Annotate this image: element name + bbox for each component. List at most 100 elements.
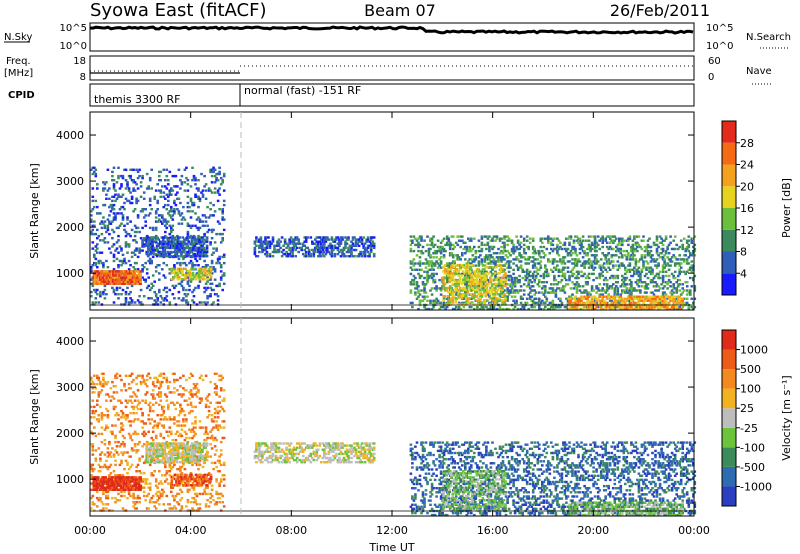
power-cell xyxy=(167,199,170,203)
power-cell xyxy=(601,287,604,290)
power-cell xyxy=(411,239,414,242)
power-cell xyxy=(320,246,323,250)
power-cell xyxy=(584,297,588,300)
power-cell xyxy=(104,270,108,273)
power-cell xyxy=(190,246,194,250)
power-cell xyxy=(449,297,453,300)
power-cell xyxy=(142,191,146,194)
power-cell xyxy=(672,305,675,309)
power-cell xyxy=(426,243,429,247)
power-cell xyxy=(595,301,598,305)
power-cell xyxy=(320,242,323,245)
power-cell xyxy=(675,262,678,265)
power-cell xyxy=(95,270,99,273)
power-cell xyxy=(222,172,226,176)
power-cell xyxy=(128,276,132,279)
power-cell xyxy=(198,240,201,243)
power-cell xyxy=(465,283,469,286)
power-cell xyxy=(351,255,355,258)
power-cell xyxy=(481,272,485,275)
power-cell xyxy=(139,303,143,306)
power-cell xyxy=(630,299,633,302)
power-cell xyxy=(191,290,194,294)
power-cell xyxy=(307,252,311,256)
power-cell xyxy=(96,243,99,246)
power-cell xyxy=(658,301,662,305)
power-cell xyxy=(458,280,462,283)
power-cell xyxy=(282,244,285,247)
power-cell xyxy=(193,238,197,241)
power-cell xyxy=(621,262,624,265)
power-cell xyxy=(222,274,226,277)
power-cell xyxy=(201,248,204,252)
power-cell xyxy=(193,252,197,256)
power-cell xyxy=(645,266,648,269)
power-cell xyxy=(130,276,133,279)
power-cell xyxy=(566,252,570,255)
power-cell xyxy=(499,290,503,294)
power-cell xyxy=(655,305,659,309)
power-cell xyxy=(630,268,633,271)
power-cell xyxy=(557,297,561,300)
power-cell xyxy=(642,262,645,265)
power-cell xyxy=(690,241,694,244)
velocity-cell xyxy=(108,395,111,398)
power-cell xyxy=(646,254,650,257)
power-cell xyxy=(499,286,503,290)
power-region-2 xyxy=(145,236,209,258)
power-cell xyxy=(96,288,99,292)
power-cell xyxy=(667,252,671,255)
power-cell xyxy=(616,247,620,251)
power-cell xyxy=(179,282,182,285)
power-cell xyxy=(628,307,632,311)
power-cell xyxy=(411,260,414,263)
power-cell xyxy=(183,255,186,258)
power-cell xyxy=(258,240,261,243)
power-cell xyxy=(445,262,449,265)
power-cell xyxy=(166,240,170,243)
power-cell xyxy=(170,271,174,275)
velocity-cell xyxy=(106,494,110,498)
power-cell xyxy=(411,301,414,305)
power-cell xyxy=(149,246,153,250)
power-cell xyxy=(640,256,644,259)
power-cell xyxy=(495,307,499,311)
power-cell xyxy=(445,241,449,244)
power-cell xyxy=(569,270,573,273)
power-cell xyxy=(533,301,536,305)
power-cell xyxy=(270,242,273,245)
power-cell xyxy=(666,287,669,290)
power-cell xyxy=(427,264,431,267)
power-cell xyxy=(121,193,125,196)
power-cell xyxy=(500,249,503,253)
power-cell xyxy=(607,266,610,269)
power-cell xyxy=(608,299,612,302)
power-cell xyxy=(669,264,672,267)
power-cell xyxy=(430,287,434,290)
power-cell xyxy=(171,246,174,250)
power-cell xyxy=(154,301,158,304)
power-cell xyxy=(583,264,586,267)
power-cell xyxy=(507,266,511,269)
power-cell xyxy=(661,266,665,269)
power-cell xyxy=(494,260,497,263)
power-cell xyxy=(553,258,556,261)
power-cell xyxy=(608,305,612,309)
power-cell xyxy=(142,237,146,240)
power-cell xyxy=(598,266,601,269)
power-cell xyxy=(575,270,579,273)
power-cell xyxy=(141,264,144,267)
power-cell xyxy=(681,305,684,309)
power-cell xyxy=(418,299,422,302)
power-cell xyxy=(101,278,105,281)
power-cell xyxy=(90,278,93,281)
power-cell xyxy=(519,235,523,238)
power-cell xyxy=(539,239,543,242)
power-cell xyxy=(198,248,201,252)
power-cell xyxy=(430,237,434,240)
power-cell xyxy=(657,262,660,265)
power-cell xyxy=(663,262,666,265)
power-cell xyxy=(661,256,665,259)
power-cell xyxy=(188,284,191,288)
power-cell xyxy=(450,235,453,238)
